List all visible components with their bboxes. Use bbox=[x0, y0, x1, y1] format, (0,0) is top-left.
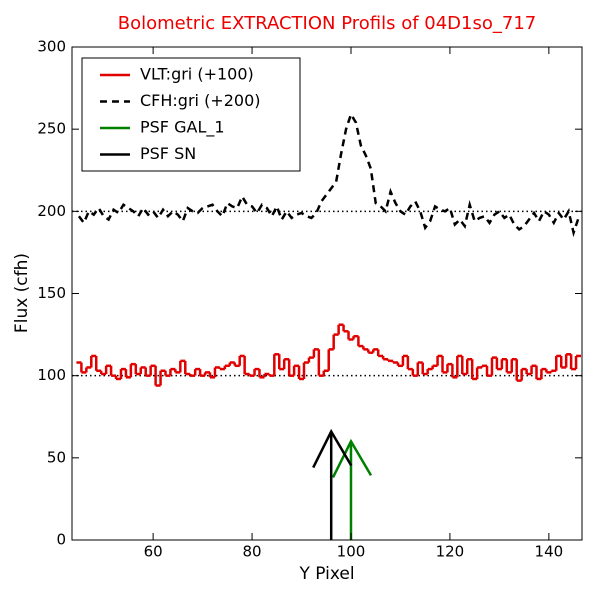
legend-label: CFH:gri (+200) bbox=[140, 91, 261, 110]
x-tick-label: 100 bbox=[337, 543, 366, 561]
y-tick-label: 200 bbox=[37, 202, 66, 220]
y-tick-label: 250 bbox=[37, 120, 66, 138]
arrow-head bbox=[331, 438, 373, 478]
x-tick-label: 80 bbox=[243, 543, 262, 561]
x-tick-label: 120 bbox=[436, 543, 465, 561]
y-tick-label: 50 bbox=[47, 448, 66, 466]
y-axis-label: Flux (cfh) bbox=[12, 253, 32, 333]
y-tick-label: 0 bbox=[56, 531, 66, 549]
x-tick-label: 140 bbox=[535, 543, 564, 561]
y-tick-label: 300 bbox=[37, 38, 66, 56]
line-series bbox=[77, 111, 580, 238]
x-tick-label: 60 bbox=[144, 543, 163, 561]
legend-label: PSF GAL_1 bbox=[140, 118, 225, 138]
y-tick-label: 100 bbox=[37, 366, 66, 384]
legend-label: VLT:gri (+100) bbox=[140, 65, 254, 84]
chart-title: Bolometric EXTRACTION Profils of 04D1so_… bbox=[118, 13, 536, 34]
arrow-head bbox=[312, 428, 353, 469]
y-tick-label: 150 bbox=[37, 284, 66, 302]
step-connectors bbox=[80, 324, 578, 386]
x-axis-label: Y Pixel bbox=[298, 564, 354, 584]
legend-box bbox=[81, 57, 301, 172]
legend-label: PSF SN bbox=[140, 144, 196, 163]
